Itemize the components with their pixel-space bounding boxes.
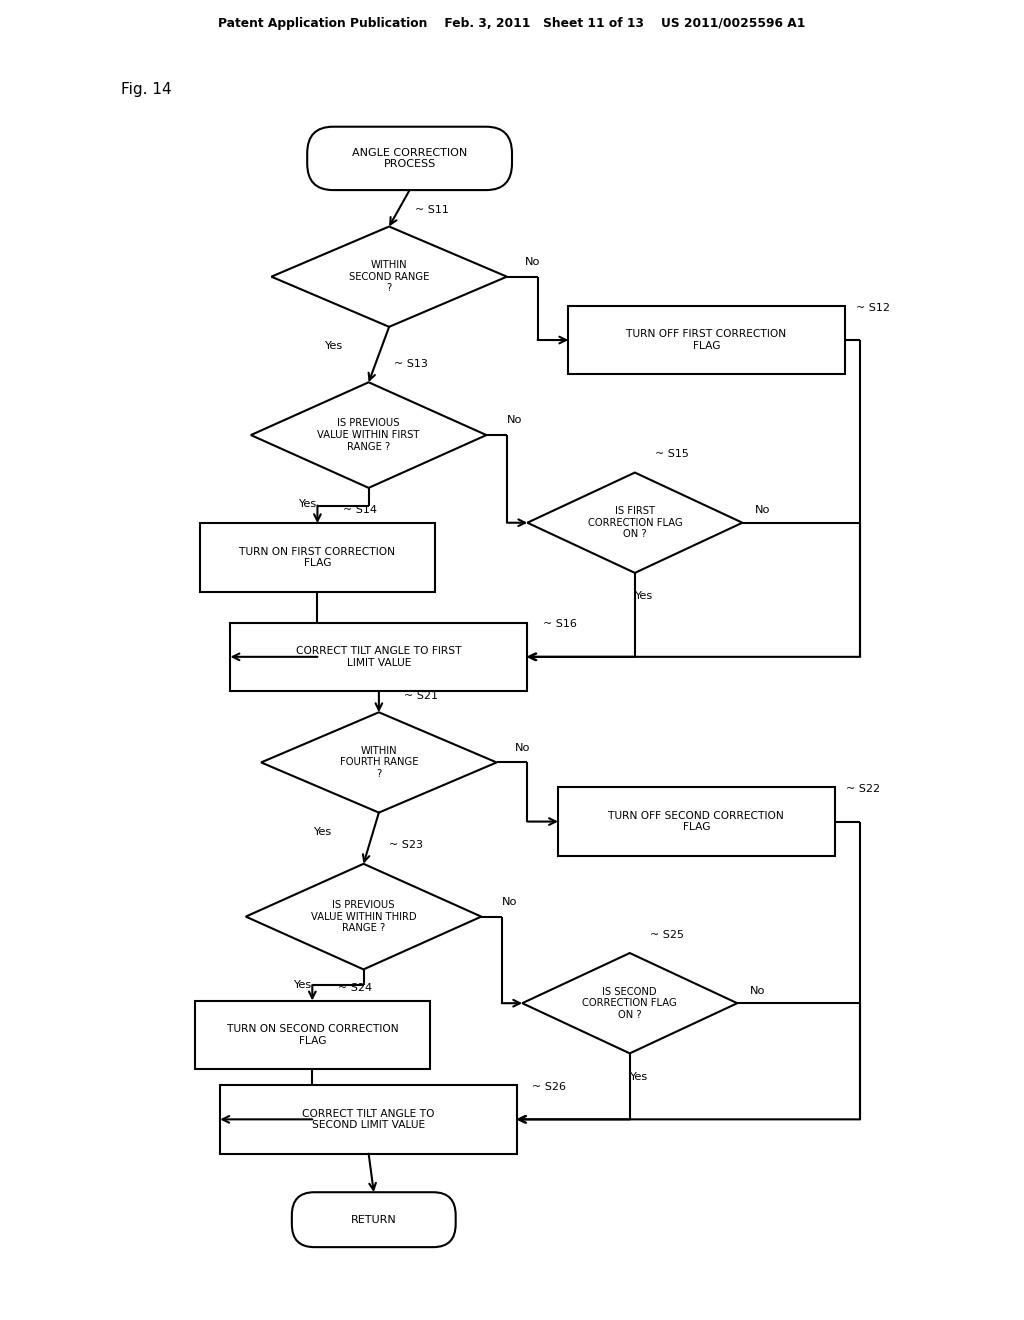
Bar	[558, 787, 835, 855]
Text: Yes: Yes	[629, 1072, 647, 1081]
Text: TURN ON SECOND CORRECTION
FLAG: TURN ON SECOND CORRECTION FLAG	[226, 1024, 398, 1045]
Text: No: No	[755, 506, 771, 515]
Text: WITHIN
SECOND RANGE
?: WITHIN SECOND RANGE ?	[349, 260, 429, 293]
Text: ~ S12: ~ S12	[856, 302, 890, 313]
Text: ~ S24: ~ S24	[338, 982, 372, 993]
Polygon shape	[527, 473, 742, 573]
Text: No: No	[502, 896, 518, 907]
Text: ~ S11: ~ S11	[415, 206, 449, 215]
Text: WITHIN
FOURTH RANGE
?: WITHIN FOURTH RANGE ?	[340, 746, 418, 779]
Text: ~ S25: ~ S25	[650, 929, 684, 940]
Text: ~ S15: ~ S15	[655, 449, 689, 459]
Text: No: No	[514, 743, 530, 752]
Text: No: No	[750, 986, 766, 995]
Text: ~ S14: ~ S14	[343, 506, 377, 515]
Text: TURN OFF SECOND CORRECTION
FLAG: TURN OFF SECOND CORRECTION FLAG	[608, 810, 784, 833]
Text: IS PREVIOUS
VALUE WITHIN FIRST
RANGE ?: IS PREVIOUS VALUE WITHIN FIRST RANGE ?	[317, 418, 420, 451]
FancyBboxPatch shape	[307, 127, 512, 190]
Text: TURN OFF FIRST CORRECTION
FLAG: TURN OFF FIRST CORRECTION FLAG	[627, 329, 786, 351]
Text: ~ S22: ~ S22	[846, 784, 880, 795]
Polygon shape	[246, 863, 481, 969]
Bar	[195, 1001, 430, 1069]
Text: ~ S26: ~ S26	[532, 1082, 566, 1092]
Text: Yes: Yes	[313, 826, 332, 837]
Text: Patent Application Publication    Feb. 3, 2011   Sheet 11 of 13    US 2011/00255: Patent Application Publication Feb. 3, 2…	[218, 17, 806, 30]
Polygon shape	[261, 713, 497, 813]
Bar	[568, 306, 845, 375]
Text: Yes: Yes	[634, 591, 652, 601]
Text: IS FIRST
CORRECTION FLAG
ON ?: IS FIRST CORRECTION FLAG ON ?	[588, 506, 682, 540]
Text: Yes: Yes	[293, 981, 311, 990]
Polygon shape	[251, 383, 486, 488]
FancyBboxPatch shape	[292, 1192, 456, 1247]
Text: ~ S23: ~ S23	[389, 840, 423, 850]
Text: CORRECT TILT ANGLE TO FIRST
LIMIT VALUE: CORRECT TILT ANGLE TO FIRST LIMIT VALUE	[296, 645, 462, 668]
Bar	[200, 523, 435, 591]
Text: Fig. 14: Fig. 14	[121, 82, 171, 98]
Text: No: No	[507, 416, 523, 425]
Text: TURN ON FIRST CORRECTION
FLAG: TURN ON FIRST CORRECTION FLAG	[240, 546, 395, 569]
Text: ANGLE CORRECTION
PROCESS: ANGLE CORRECTION PROCESS	[352, 148, 467, 169]
Text: ~ S16: ~ S16	[543, 619, 577, 630]
Polygon shape	[522, 953, 737, 1053]
Bar	[220, 1085, 517, 1154]
Text: CORRECT TILT ANGLE TO
SECOND LIMIT VALUE: CORRECT TILT ANGLE TO SECOND LIMIT VALUE	[302, 1109, 435, 1130]
Text: ~ S13: ~ S13	[394, 359, 428, 368]
Bar	[230, 623, 527, 692]
Text: RETURN: RETURN	[351, 1214, 396, 1225]
Text: No: No	[524, 257, 541, 267]
Text: Yes: Yes	[298, 499, 316, 508]
Text: IS PREVIOUS
VALUE WITHIN THIRD
RANGE ?: IS PREVIOUS VALUE WITHIN THIRD RANGE ?	[310, 900, 417, 933]
Polygon shape	[271, 227, 507, 327]
Text: IS SECOND
CORRECTION FLAG
ON ?: IS SECOND CORRECTION FLAG ON ?	[583, 986, 677, 1020]
Text: ~ S21: ~ S21	[404, 692, 438, 701]
Text: Yes: Yes	[324, 341, 342, 351]
